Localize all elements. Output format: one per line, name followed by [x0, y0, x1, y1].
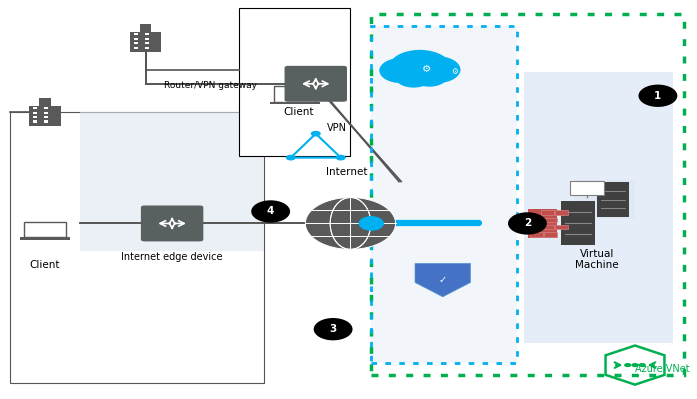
Bar: [44, 116, 48, 118]
Bar: [372, 26, 517, 363]
Text: 2: 2: [524, 218, 531, 229]
Bar: [561, 201, 595, 245]
Bar: [33, 107, 37, 109]
Bar: [541, 210, 554, 215]
Bar: [528, 209, 557, 238]
Bar: [597, 182, 629, 217]
Text: Client: Client: [283, 107, 314, 117]
Bar: [574, 180, 635, 219]
Bar: [145, 33, 148, 36]
Text: VPN: VPN: [327, 122, 346, 133]
Circle shape: [395, 66, 432, 88]
FancyBboxPatch shape: [284, 66, 347, 102]
Bar: [33, 116, 37, 118]
Bar: [10, 112, 263, 383]
Bar: [33, 120, 37, 122]
Circle shape: [305, 198, 396, 249]
Bar: [544, 217, 557, 222]
Text: 1: 1: [654, 91, 661, 101]
Bar: [80, 112, 263, 251]
Bar: [134, 47, 137, 49]
Text: Internet: Internet: [326, 166, 368, 177]
Circle shape: [314, 318, 353, 340]
Bar: [140, 24, 151, 32]
Text: Azure VNet: Azure VNet: [636, 364, 690, 374]
Bar: [145, 47, 148, 49]
Bar: [541, 225, 554, 229]
FancyBboxPatch shape: [141, 205, 204, 241]
Bar: [270, 102, 320, 105]
Text: Internet edge device: Internet edge device: [121, 252, 223, 263]
Circle shape: [359, 216, 384, 231]
Bar: [145, 38, 148, 40]
Bar: [570, 181, 604, 195]
Bar: [24, 222, 66, 237]
Circle shape: [624, 363, 631, 367]
Text: ⚙: ⚙: [451, 67, 458, 76]
Bar: [372, 26, 517, 363]
Polygon shape: [415, 263, 470, 297]
Text: ✓: ✓: [438, 275, 447, 285]
Bar: [556, 225, 568, 229]
Circle shape: [508, 212, 547, 235]
Bar: [530, 232, 542, 237]
Bar: [372, 14, 684, 375]
Bar: [44, 107, 48, 109]
Text: 3: 3: [330, 324, 337, 334]
Circle shape: [336, 155, 346, 160]
Bar: [134, 38, 137, 40]
Bar: [556, 210, 568, 215]
Bar: [20, 237, 70, 240]
Bar: [544, 232, 557, 237]
Circle shape: [311, 131, 321, 136]
Bar: [134, 42, 137, 44]
Circle shape: [638, 85, 677, 107]
Circle shape: [631, 363, 638, 367]
Circle shape: [638, 363, 646, 367]
Bar: [530, 217, 542, 222]
Circle shape: [413, 56, 461, 83]
Circle shape: [251, 200, 290, 223]
Circle shape: [359, 216, 384, 231]
Bar: [274, 87, 316, 102]
Text: Router/VPN gateway: Router/VPN gateway: [164, 81, 256, 90]
Bar: [134, 33, 137, 36]
Text: Virtual
Machine: Virtual Machine: [575, 249, 619, 270]
Text: ⚙: ⚙: [422, 64, 431, 74]
Text: 4: 4: [267, 206, 275, 217]
Text: Client: Client: [30, 260, 61, 271]
Bar: [29, 106, 61, 126]
Bar: [44, 111, 48, 114]
Bar: [33, 111, 37, 114]
Bar: [44, 120, 48, 122]
Circle shape: [411, 65, 448, 87]
Circle shape: [286, 155, 296, 160]
Bar: [524, 72, 673, 343]
Circle shape: [389, 50, 451, 86]
Bar: [145, 42, 148, 44]
Bar: [240, 8, 351, 156]
Bar: [130, 32, 161, 52]
Circle shape: [379, 58, 423, 83]
Bar: [40, 98, 51, 106]
